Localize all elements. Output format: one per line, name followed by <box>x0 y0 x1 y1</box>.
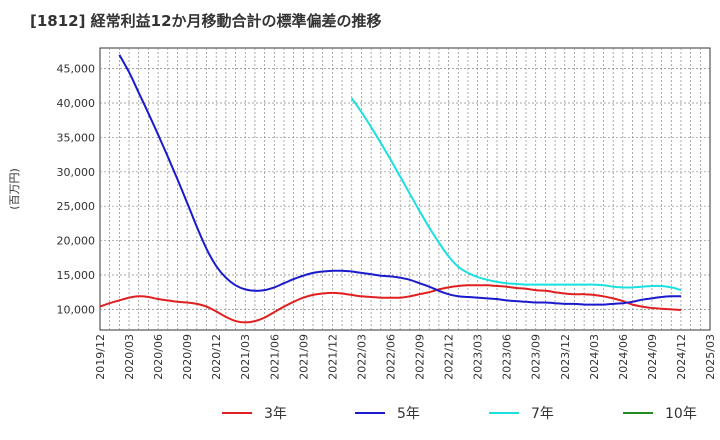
x-tick-label: 2022/09 <box>414 334 427 380</box>
y-tick-label: 30,000 <box>57 166 96 179</box>
x-tick-label: 2022/12 <box>443 334 456 380</box>
x-tick-label: 2022/06 <box>384 334 397 380</box>
series-line-2 <box>118 54 682 306</box>
y-tick-label: 45,000 <box>57 63 96 76</box>
y-tick-label: 10,000 <box>57 303 96 316</box>
x-tick-label: 2023/09 <box>530 334 543 380</box>
x-tick-label: 2024/06 <box>617 334 630 380</box>
legend-label-1: 3年 <box>264 406 287 422</box>
y-axis-label: (百万円) <box>8 168 21 210</box>
series-group <box>99 54 682 324</box>
x-tick-label: 2024/09 <box>646 334 659 380</box>
x-tick-label: 2025/03 <box>704 334 717 380</box>
x-tick-label: 2019/12 <box>94 334 107 380</box>
x-tick-label: 2020/12 <box>210 334 223 380</box>
x-tick-label: 2020/09 <box>181 334 194 380</box>
x-tick-label: 2022/03 <box>355 334 368 380</box>
x-tick-label: 2021/06 <box>268 334 281 380</box>
y-tick-label: 35,000 <box>57 131 96 144</box>
y-tick-label: 15,000 <box>57 269 96 282</box>
legend-label-2: 5年 <box>397 406 420 422</box>
y-tick-label: 25,000 <box>57 200 96 213</box>
x-tick-label: 2024/03 <box>588 334 601 380</box>
x-tick-label: 2024/12 <box>675 334 688 380</box>
x-tick-label: 2021/09 <box>297 334 310 380</box>
x-tick-label: 2020/03 <box>123 334 136 380</box>
series-line-1 <box>99 284 682 324</box>
x-tick-label: 2023/12 <box>559 334 572 380</box>
legend-label-3: 7年 <box>531 406 554 422</box>
y-tick-label: 20,000 <box>57 235 96 248</box>
chart-title: [1812] 経常利益12か月移動合計の標準偏差の推移 <box>30 12 382 30</box>
y-tick-label: 40,000 <box>57 97 96 110</box>
x-tick-label: 2020/06 <box>152 334 165 380</box>
x-tick-label: 2021/12 <box>326 334 339 380</box>
series-line-3 <box>350 97 682 292</box>
legend-label-4: 10年 <box>665 406 697 422</box>
x-axis: 2019/12 2020/03 2020/06 2020/09 2020/12 2021/… <box>94 334 717 380</box>
legend: 3年 5年 7年 10年 <box>222 406 697 422</box>
grid <box>100 48 710 330</box>
y-axis: 10,000 15,000 20,000 25,000 30,000 35,000 40,0… <box>57 63 96 317</box>
x-tick-label: 2023/06 <box>501 334 514 380</box>
x-tick-label: 2023/03 <box>472 334 485 380</box>
plot-area <box>99 47 711 331</box>
x-tick-label: 2021/03 <box>239 334 252 380</box>
